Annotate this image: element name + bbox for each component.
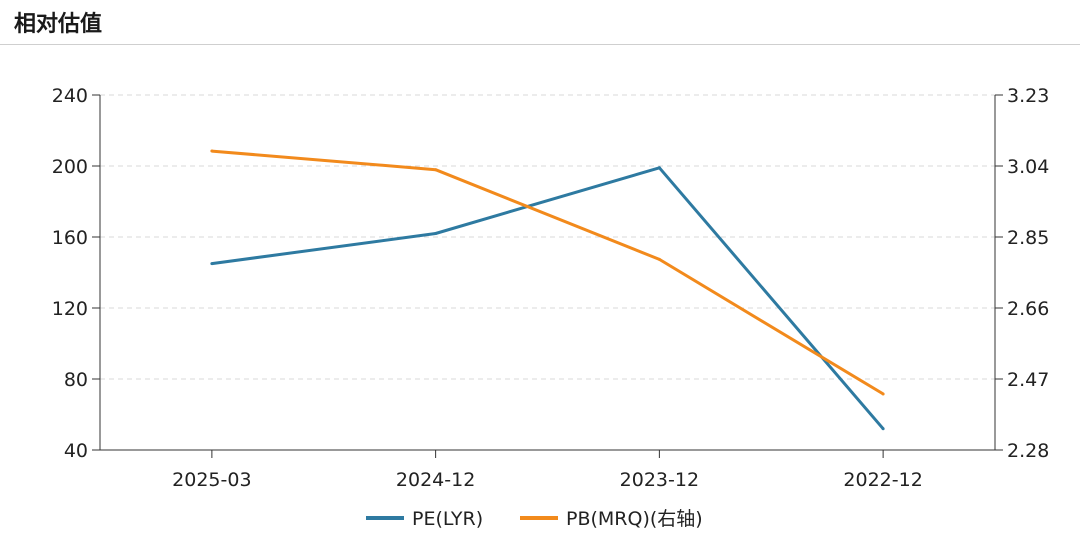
x-tick-label: 2025-03: [172, 469, 251, 491]
left-tick-label: 240: [52, 85, 88, 107]
data-point: [210, 262, 214, 266]
series-line-pb: [211, 149, 884, 396]
tick-labels: 240 3.23 200 3.04 160 2.85 120 2.66 80 2.47 40 2.28…: [52, 85, 1050, 491]
x-tick-label: 2023-12: [620, 469, 699, 491]
right-tick-label: 3.04: [1007, 156, 1049, 178]
data-point: [657, 166, 661, 170]
data-point: [434, 231, 438, 235]
series-line-pe: [211, 166, 885, 430]
right-tick-label: 2.85: [1007, 227, 1049, 249]
series-lines: [210, 149, 885, 431]
x-tick-label: 2022-12: [843, 469, 922, 491]
chart-header: 相对估值: [0, 0, 1080, 45]
chart-title: 相对估值: [14, 12, 103, 37]
right-tick-label: 2.28: [1007, 440, 1049, 462]
right-tick-label: 2.66: [1007, 298, 1049, 320]
legend-label: PB(MRQ)(右轴): [566, 508, 703, 530]
data-point: [210, 149, 214, 153]
data-point: [434, 168, 438, 172]
left-tick-label: 160: [52, 227, 88, 249]
data-point: [657, 257, 661, 261]
grid-lines: [100, 94, 995, 380]
right-tick-label: 3.23: [1007, 85, 1049, 107]
left-tick-label: 120: [52, 298, 88, 320]
right-tick-label: 2.47: [1007, 369, 1049, 391]
data-point: [881, 427, 885, 431]
x-tick-label: 2024-12: [396, 469, 475, 491]
axes: [92, 94, 1003, 458]
legend-label: PE(LYR): [412, 508, 483, 530]
left-tick-label: 80: [64, 369, 88, 391]
left-tick-label: 40: [64, 440, 88, 462]
legend: PE(LYR) PB(MRQ)(右轴): [366, 508, 703, 530]
left-tick-label: 200: [52, 156, 88, 178]
data-point: [881, 392, 885, 396]
